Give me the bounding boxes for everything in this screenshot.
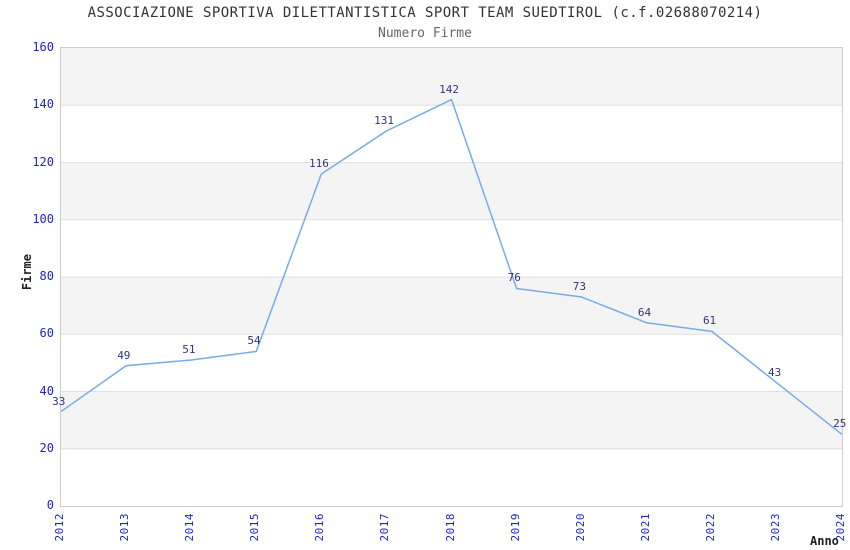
chart-title: ASSOCIAZIONE SPORTIVA DILETTANTISTICA SP…: [87, 5, 763, 21]
y-tick-label: 40: [39, 383, 54, 398]
data-label: 49: [117, 348, 131, 362]
data-label: 64: [637, 305, 652, 319]
y-tick-label: 160: [32, 40, 54, 54]
y-tick-label: 140: [32, 97, 54, 112]
plot-band: [61, 162, 842, 220]
x-tick-label: 2018: [443, 513, 457, 542]
plot-area: [60, 47, 843, 507]
data-label: 76: [507, 271, 521, 285]
plot-band: [61, 48, 842, 106]
y-tick-label: 0: [46, 498, 54, 512]
y-tick-label: 100: [32, 211, 54, 226]
data-label: 25: [833, 417, 847, 431]
x-axis-title: Anno: [810, 534, 839, 548]
x-tick-label: 2013: [118, 513, 132, 542]
plot-band: [61, 277, 842, 335]
series-line: [61, 98, 842, 436]
x-tick-label: 2014: [183, 513, 197, 542]
data-label: 116: [308, 156, 329, 170]
data-label: 73: [572, 280, 587, 294]
data-label: 43: [768, 365, 782, 379]
y-tick-label: 80: [39, 269, 54, 283]
data-label: 54: [247, 334, 261, 348]
data-label: 33: [52, 394, 66, 408]
y-tick-label: 60: [39, 326, 54, 341]
x-tick-label: 2017: [378, 513, 392, 542]
x-tick-label: 2023: [768, 513, 782, 542]
data-label: 51: [182, 343, 196, 356]
data-label: 61: [702, 314, 717, 328]
y-tick-label: 120: [32, 154, 54, 169]
x-tick-label: 2016: [313, 513, 327, 542]
y-tick-label: 20: [39, 440, 54, 455]
plot-band: [61, 391, 842, 449]
chart-subtitle: Numero Firme: [378, 26, 472, 41]
data-label: 131: [374, 114, 394, 127]
x-tick-label: 2015: [248, 513, 262, 542]
data-label: 142: [439, 82, 460, 96]
x-tick-label: 2021: [638, 513, 652, 542]
line-chart-svg: [61, 48, 842, 450]
x-tick-label: 2020: [573, 513, 587, 542]
x-tick-label: 2019: [508, 513, 522, 542]
x-tick-label: 2012: [53, 513, 66, 542]
x-tick-label: 2022: [703, 513, 717, 542]
